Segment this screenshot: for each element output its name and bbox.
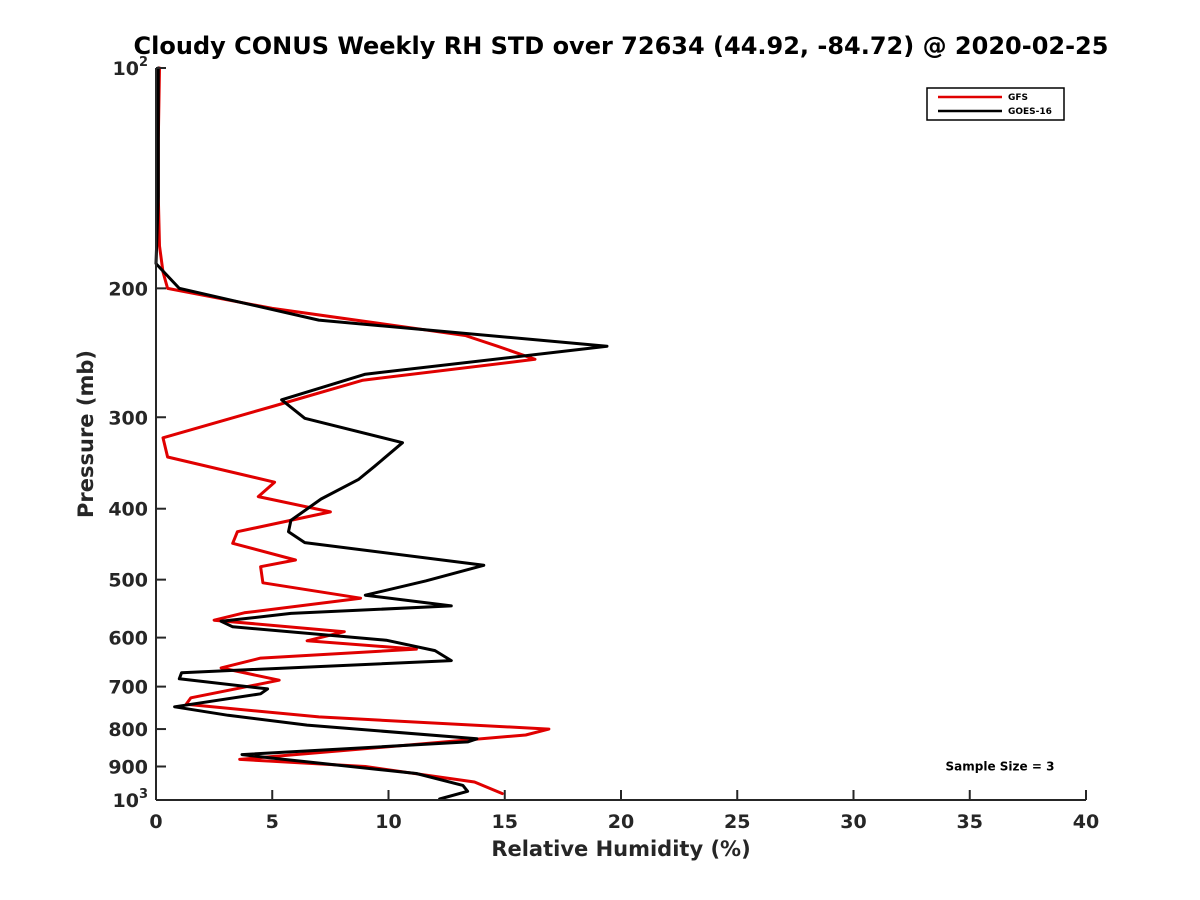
sample-size-annotation: Sample Size = 3 [946, 760, 1055, 774]
y-tick-label: 600 [108, 628, 148, 650]
chart-title: Cloudy CONUS Weekly RH STD over 72634 (4… [134, 32, 1109, 60]
plot-series-group [154, 66, 609, 801]
y-tick-label: 700 [108, 677, 148, 699]
x-tick-label: 20 [608, 811, 634, 833]
legend-box [926, 87, 1065, 121]
y-tick-label: 500 [108, 570, 148, 592]
y-axis-title: Pressure (mb) [74, 350, 98, 518]
x-tick-label: 30 [840, 811, 866, 833]
x-tick-label: 10 [375, 811, 401, 833]
y-tick-label: 300 [108, 407, 148, 429]
x-tick-label: 5 [266, 811, 279, 833]
y-tick-label: 900 [108, 757, 148, 779]
legend-label-goes-16: GOES-16 [1008, 107, 1052, 117]
x-tick-label: 15 [492, 811, 518, 833]
x-tick-label: 40 [1073, 811, 1099, 833]
y-tick-label: 400 [108, 499, 148, 521]
y-tick-label: 200 [108, 278, 148, 300]
y-axis-ticks: 102 200 300 400 500 600 700 800 900 103 [108, 55, 166, 812]
x-axis-ticks: 0 5 10 15 20 25 30 35 40 [149, 790, 1099, 833]
x-tick-label: 35 [957, 811, 983, 833]
series-line-goes-16 [154, 66, 609, 801]
x-axis-title: Relative Humidity (%) [491, 837, 750, 861]
legend-label-gfs: GFS [1008, 93, 1028, 103]
y-tick-label: 800 [108, 719, 148, 741]
series-line-gfs [156, 66, 551, 796]
y-tick-label: 102 [113, 55, 149, 80]
y-tick-label: 103 [113, 787, 149, 812]
x-tick-label: 0 [149, 811, 162, 833]
x-tick-label: 25 [724, 811, 750, 833]
legend: GFS GOES-16 [926, 87, 1065, 121]
